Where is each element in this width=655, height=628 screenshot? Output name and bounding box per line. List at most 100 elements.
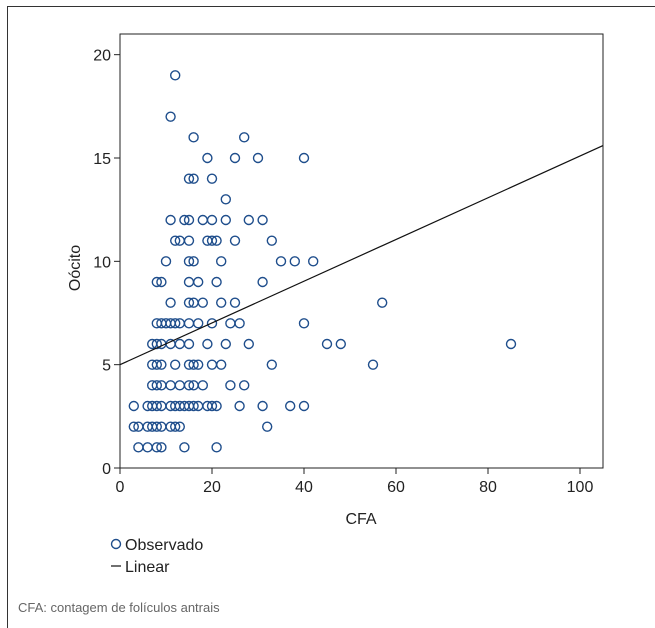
footnote: CFA: contagem de folículos antrais (18, 600, 220, 615)
data-point (262, 421, 273, 432)
data-point (197, 214, 209, 226)
data-point (211, 442, 222, 453)
data-point (215, 297, 227, 308)
data-point (151, 400, 163, 412)
data-point (179, 442, 190, 453)
data-point (220, 194, 232, 205)
x-tick-label: 60 (387, 479, 405, 496)
x-tick-label: 40 (295, 479, 313, 496)
data-point (128, 421, 140, 432)
data-point (243, 338, 255, 350)
data-point (257, 400, 268, 412)
data-point (183, 235, 195, 246)
data-point (165, 297, 176, 308)
data-point (188, 359, 199, 370)
data-point (234, 318, 245, 329)
data-point (220, 214, 232, 226)
data-point (192, 359, 204, 370)
data-point (169, 318, 181, 329)
data-point (243, 214, 255, 226)
data-point (160, 256, 172, 267)
data-point (151, 442, 163, 453)
figure-frame (7, 6, 655, 628)
legend-marker-observado (110, 538, 122, 550)
data-point (211, 400, 222, 412)
data-point (298, 152, 310, 164)
x-tick-label: 20 (203, 479, 221, 496)
data-point (266, 359, 277, 370)
data-point (183, 380, 195, 391)
data-point (206, 235, 218, 246)
legend-label-observado: Observado (125, 537, 203, 554)
data-point (225, 318, 236, 329)
linear-fit-line (120, 145, 603, 366)
data-point (197, 380, 209, 391)
data-point (151, 359, 163, 370)
data-point (298, 400, 310, 412)
data-point (298, 318, 310, 329)
data-point (183, 173, 195, 184)
data-point (142, 442, 153, 453)
legend: Observado Linear (110, 537, 203, 576)
data-point (188, 400, 199, 412)
data-point (183, 276, 195, 288)
data-point (188, 256, 199, 267)
data-point (229, 152, 241, 164)
data-point (206, 359, 218, 370)
data-point (188, 173, 199, 184)
data-point (169, 359, 181, 370)
data-point (197, 297, 209, 308)
data-point (183, 214, 195, 226)
data-point (156, 442, 167, 453)
data-point (165, 214, 176, 226)
data-point (174, 338, 186, 350)
data-point (206, 318, 218, 329)
y-tick-label: 0 (102, 461, 111, 478)
data-point (192, 276, 204, 288)
data-point (229, 235, 241, 246)
data-point (289, 256, 300, 267)
data-point (238, 380, 250, 391)
data-point (252, 152, 264, 164)
data-point (183, 338, 195, 350)
data-point (220, 338, 232, 350)
data-point (128, 400, 140, 412)
x-tick-label: 0 (116, 479, 125, 496)
y-tick-label: 5 (102, 358, 111, 375)
observed-points (128, 70, 517, 453)
data-point (133, 442, 144, 453)
data-point (257, 276, 268, 288)
y-tick-label: 10 (93, 254, 111, 271)
data-point (188, 132, 199, 143)
data-point (321, 338, 333, 350)
linear-fit (120, 145, 603, 366)
data-point (169, 70, 181, 81)
data-point (183, 297, 195, 308)
data-point (156, 359, 167, 370)
data-point (225, 380, 236, 391)
y-tick-label: 15 (93, 151, 111, 168)
data-point (211, 235, 222, 246)
data-point (151, 380, 163, 391)
data-point (169, 235, 181, 246)
data-point (266, 235, 277, 246)
data-point (174, 380, 186, 391)
data-point (377, 297, 388, 308)
data-point (285, 400, 296, 412)
data-point (206, 214, 218, 226)
data-point (183, 256, 195, 267)
data-point (165, 111, 176, 122)
data-point (211, 276, 222, 288)
data-point (215, 359, 227, 370)
x-tick-label: 100 (567, 479, 594, 496)
data-point (174, 421, 186, 432)
y-axis-title: Oócito (67, 245, 84, 291)
y-axis-ticks: 0 5 10 15 20 (93, 48, 120, 478)
data-point (156, 276, 167, 288)
data-point (257, 214, 268, 226)
data-point (192, 318, 204, 329)
legend-label-linear: Linear (125, 559, 170, 576)
data-point (275, 256, 287, 267)
data-point (234, 400, 245, 412)
